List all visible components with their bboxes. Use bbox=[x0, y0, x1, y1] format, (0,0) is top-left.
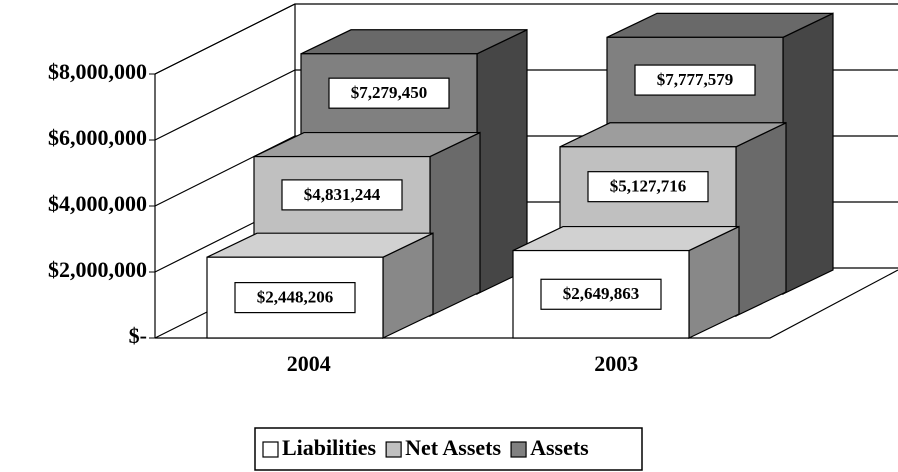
legend-box bbox=[254, 427, 643, 471]
y-tick-label: $6,000,000 bbox=[48, 125, 147, 150]
data-label: $5,127,716 bbox=[610, 177, 687, 196]
legend-swatch bbox=[262, 441, 279, 458]
legend-label: Liabilities bbox=[282, 435, 377, 460]
bar-side bbox=[782, 12, 834, 295]
left-wall-top bbox=[154, 3, 296, 75]
data-label-box bbox=[328, 77, 450, 109]
data-label: $2,649,863 bbox=[563, 284, 640, 303]
x-tick-label: 2004 bbox=[287, 351, 331, 376]
y-tick-label: $2,000,000 bbox=[48, 257, 147, 282]
bar-side bbox=[735, 121, 787, 317]
x-tick-label: 2003 bbox=[594, 351, 638, 376]
data-label-box bbox=[234, 282, 356, 314]
data-label: $7,279,450 bbox=[351, 83, 428, 102]
legend-swatch bbox=[510, 441, 527, 458]
data-label-box bbox=[587, 171, 709, 203]
legend-label: Assets bbox=[530, 435, 589, 460]
y-tick-label: $- bbox=[129, 323, 147, 348]
legend-swatch bbox=[385, 441, 402, 458]
legend-label: Net Assets bbox=[405, 435, 501, 460]
data-label: $2,448,206 bbox=[257, 288, 334, 307]
y-tick-label: $8,000,000 bbox=[48, 59, 147, 84]
bar-side bbox=[429, 131, 481, 317]
data-label: $4,831,244 bbox=[304, 185, 381, 204]
y-tick-label: $4,000,000 bbox=[48, 191, 147, 216]
data-label: $7,777,579 bbox=[657, 70, 734, 89]
data-label-box bbox=[281, 179, 403, 211]
data-label-box bbox=[634, 64, 756, 96]
data-label-box bbox=[540, 278, 662, 310]
